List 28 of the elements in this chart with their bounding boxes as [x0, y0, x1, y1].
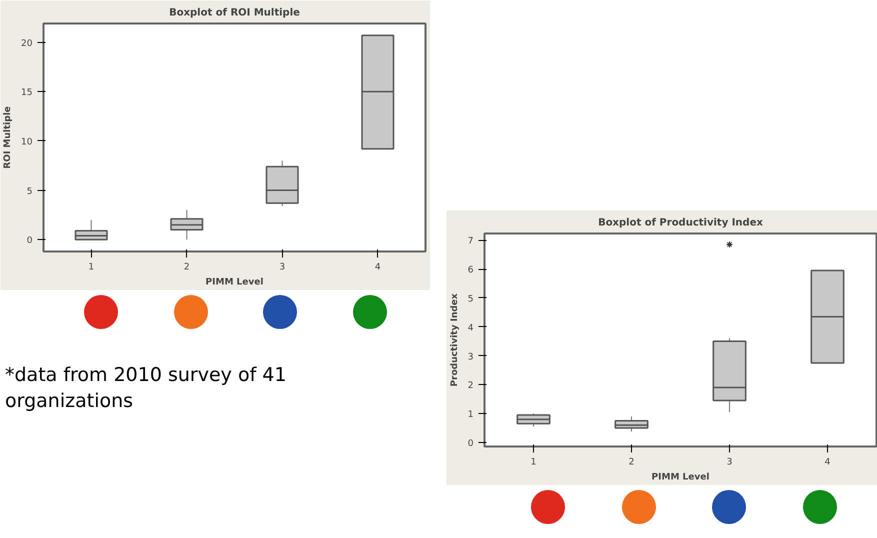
y-tick-label: 0 [468, 438, 474, 449]
y-tick-label: 15 [21, 88, 32, 98]
x-tick-label: 4 [824, 458, 831, 468]
x-tick-label: 1 [530, 458, 536, 468]
y-tick-label: 6 [468, 266, 474, 276]
y-tick-label: 2 [468, 381, 474, 392]
chart-title: Boxplot of Productivity Index [598, 218, 764, 228]
y-tick-label: 7 [468, 236, 474, 247]
y-tick-label: 3 [468, 352, 474, 362]
x-tick-label: 1 [88, 262, 94, 272]
y-axis-title: ROI Multiple [3, 106, 14, 169]
y-tick-label: 5 [468, 294, 474, 304]
y-tick-label: 5 [26, 186, 33, 197]
chart-title: Boxplot of ROI Multiple [169, 8, 300, 18]
x-tick-label: 2 [184, 262, 190, 272]
x-tick-label: 3 [279, 262, 286, 272]
text: *data from 2010 survey of 41 organizations [5, 363, 288, 414]
x-tick-label: 2 [628, 458, 634, 468]
y-tick-label: 1 [468, 410, 474, 420]
y-tick-label: 4 [468, 323, 474, 334]
x-axis-title: PIMM Level [206, 278, 264, 288]
y-tick-label: 20 [21, 38, 33, 49]
y-axis-title: Productivity Index [450, 293, 460, 387]
y-tick-label: 10 [21, 137, 33, 148]
x-tick-label: 4 [374, 262, 381, 272]
x-axis-title: PIMM Level [652, 472, 710, 482]
y-tick-label: 0 [26, 236, 33, 246]
x-tick-label: 3 [726, 458, 732, 468]
